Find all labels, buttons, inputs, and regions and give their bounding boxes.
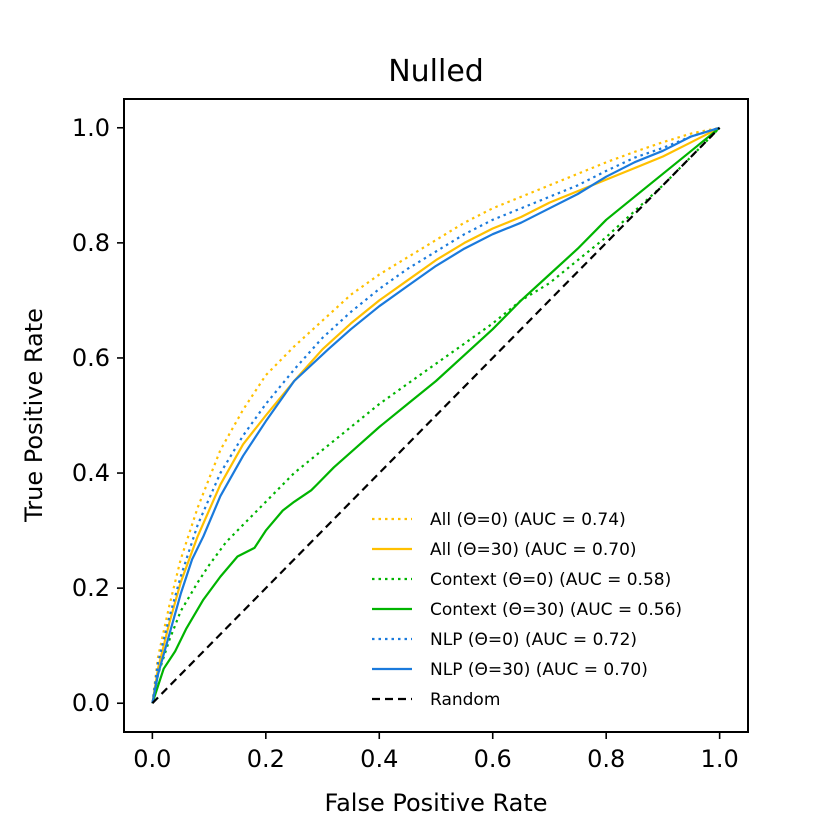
series-line-nlp-0-auc-0-72 (151, 126, 720, 704)
y-tick-label: 0.8 (72, 229, 110, 257)
series-line-all-0-auc-0-74 (151, 126, 720, 704)
plot-frame (123, 98, 749, 733)
series-layer (151, 126, 721, 704)
y-axis: 0.0 0.2 0.4 0.6 0.8 1.0 (72, 114, 124, 717)
series-line-context-30-auc-0-56 (151, 126, 721, 704)
y-tick-label: 1.0 (72, 114, 110, 142)
y-tick-label: 0.6 (72, 344, 110, 372)
series-line-random (151, 127, 721, 704)
legend-label-random: Random (430, 690, 500, 710)
chart-title: Nulled (388, 54, 484, 89)
legend-label-nlp-0-auc-0-72: NLP (Θ=0) (AUC = 0.72) (430, 630, 637, 650)
series-line-all-30-auc-0-70 (151, 126, 721, 704)
legend-label-context-30-auc-0-56: Context (Θ=30) (AUC = 0.56) (430, 600, 682, 620)
x-tick-label: 0.4 (360, 745, 398, 773)
x-axis-label: False Positive Rate (324, 789, 547, 817)
x-tick-label: 1.0 (701, 745, 739, 773)
legend-label-nlp-30-auc-0-70: NLP (Θ=30) (AUC = 0.70) (430, 660, 648, 680)
y-tick-label: 0.0 (72, 689, 110, 717)
x-tick-label: 0.6 (474, 745, 512, 773)
x-tick-label: 0.8 (587, 745, 625, 773)
y-tick-label: 0.2 (72, 574, 110, 602)
x-tick-label: 0.0 (133, 745, 171, 773)
series-line-context-0-auc-0-58 (151, 127, 721, 704)
legend-label-all-30-auc-0-70: All (Θ=30) (AUC = 0.70) (430, 540, 637, 560)
y-tick-label: 0.4 (72, 459, 110, 487)
y-axis-label: True Positive Rate (20, 308, 48, 523)
legend: All (Θ=0) (AUC = 0.74) All (Θ=30) (AUC = … (372, 510, 682, 710)
legend-label-context-0-auc-0-58: Context (Θ=0) (AUC = 0.58) (430, 570, 671, 590)
x-tick-label: 0.2 (247, 745, 285, 773)
series-line-nlp-30-auc-0-70 (151, 126, 720, 704)
x-axis: 0.0 0.2 0.4 0.6 0.8 1.0 (133, 732, 739, 773)
legend-label-all-0-auc-0-74: All (Θ=0) (AUC = 0.74) (430, 510, 626, 530)
